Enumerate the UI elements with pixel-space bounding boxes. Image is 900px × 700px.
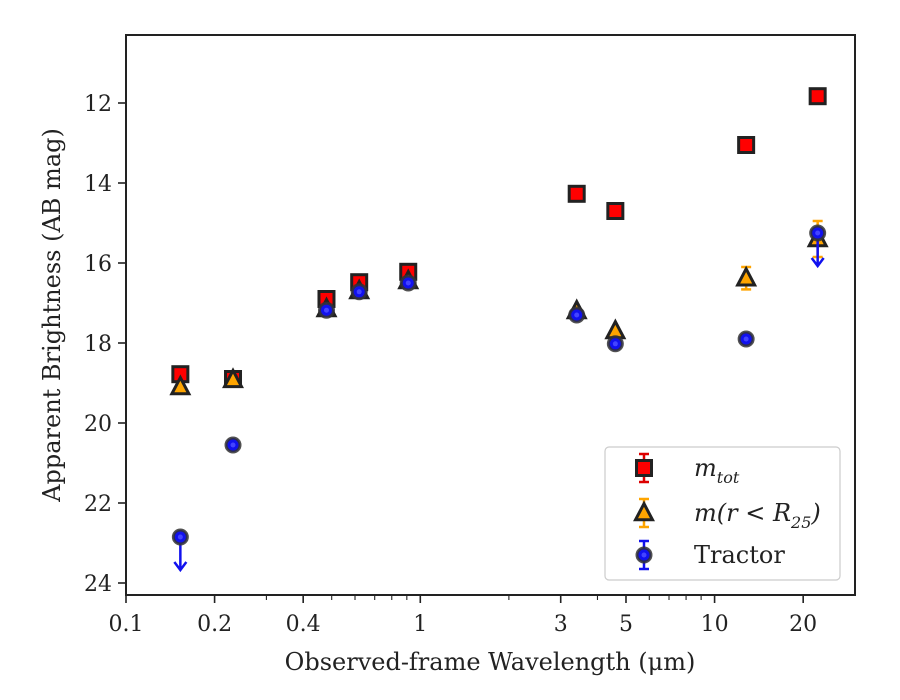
x-tick-label: 5 [619, 612, 633, 637]
x-tick-label: 0.4 [286, 612, 321, 637]
x-tick-label: 20 [789, 612, 817, 637]
legend-entry-mtot: mtot [635, 452, 740, 487]
legend-marker [633, 500, 655, 522]
legend-label: Tractor [694, 541, 785, 569]
legend-label-main: m [694, 454, 717, 482]
upper-limit-arrowhead [173, 561, 188, 573]
x-tick-label: 10 [701, 612, 729, 637]
y-axis-ticks: 12 14 16 18 20 22 24 [84, 92, 126, 597]
legend-frame [604, 446, 841, 581]
data-point [606, 202, 625, 220]
x-tick-label: 1 [413, 612, 427, 637]
data-point [735, 265, 758, 287]
y-tick-label: 14 [84, 172, 112, 197]
data-point-core [574, 312, 580, 318]
y-tick-label: 12 [84, 92, 112, 117]
y-tick-label: 20 [84, 412, 112, 437]
y-tick-label: 16 [84, 252, 112, 277]
upper-limit-arrowhead [810, 257, 825, 269]
x-tick-label: 0.2 [197, 612, 232, 637]
legend-entry-mr25: m(r < R25) [633, 497, 821, 532]
legend-marker [635, 459, 653, 477]
data-point-core [815, 230, 821, 236]
x-tick-label: 3 [554, 612, 568, 637]
y-tick-label: 18 [84, 332, 112, 357]
y-tick-label: 24 [84, 572, 112, 597]
data-point [567, 184, 586, 203]
x-tick-label: 0.1 [109, 612, 144, 637]
legend-label-subscript: 25 [790, 513, 811, 532]
legend: mtot m(r < R25) Tractor [604, 446, 841, 581]
data-point-core [356, 289, 362, 295]
data-points [169, 87, 829, 573]
legend-entry-tractor: Tractor [635, 539, 785, 571]
y-axis-label: Apparent Brightness (AB mag) [38, 128, 66, 503]
legend-label: mtot [694, 454, 740, 487]
data-point [222, 367, 244, 389]
data-point-core [323, 307, 329, 313]
data-point-core [177, 534, 183, 540]
data-point-core [230, 442, 236, 448]
data-point-core [612, 341, 618, 347]
x-axis-label: Observed-frame Wavelength (μm) [285, 648, 696, 676]
legend-label-subscript: tot [717, 468, 740, 487]
legend-label: m(r < R25) [694, 499, 821, 532]
data-point [737, 136, 756, 154]
legend-marker-core [641, 552, 647, 558]
data-point-core [743, 336, 749, 342]
data-point [169, 374, 192, 396]
legend-label-close: ) [810, 499, 820, 527]
data-point [808, 87, 827, 106]
y-tick-label: 22 [84, 492, 112, 517]
x-axis-ticks: 0.1 0.2 0.4 1 3 5 10 20 [109, 595, 817, 637]
data-point-core [405, 280, 411, 286]
series-tractor [171, 224, 827, 573]
legend-label-main: m(r < R [694, 499, 791, 527]
